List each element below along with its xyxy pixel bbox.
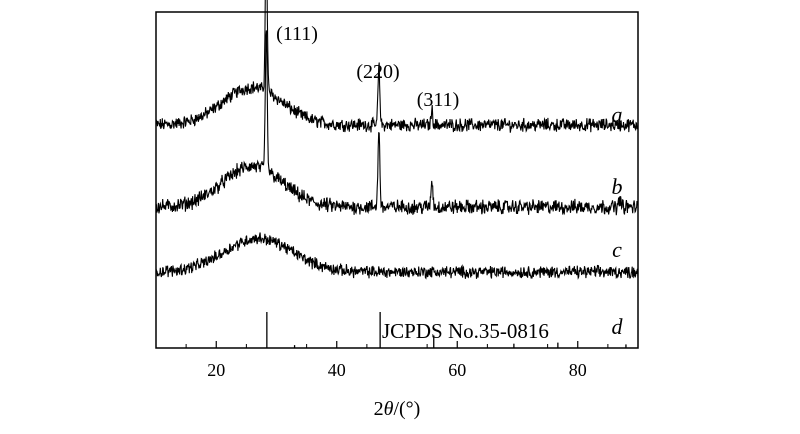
x-ticks: 20 40 60 80 [185, 341, 609, 380]
plot-frame [155, 11, 639, 349]
curve-label-c: c [612, 237, 622, 262]
peak-label: (220) [356, 61, 399, 83]
curve-label-d: d [612, 314, 624, 339]
curve-b [155, 30, 639, 216]
labels: a b c JCPDS No.35-0816 d (111) (220) (311) [276, 23, 623, 343]
curve-label-b: b [612, 174, 623, 199]
peak-label: (111) [276, 23, 318, 45]
x-axis-label: 2θ/(°) [374, 398, 421, 420]
curves [155, 0, 639, 280]
peak-label: (311) [417, 89, 460, 111]
reference-label: JCPDS No.35-0816 [382, 319, 549, 343]
curve-label-a: a [612, 102, 623, 127]
x-tick-label: 20 [207, 360, 225, 380]
curve-c [155, 232, 639, 280]
x-tick-label: 40 [328, 360, 346, 380]
curve-a [155, 0, 639, 133]
x-tick-label: 60 [448, 360, 466, 380]
reference-pattern [266, 312, 627, 348]
x-tick-label: 80 [569, 360, 587, 380]
